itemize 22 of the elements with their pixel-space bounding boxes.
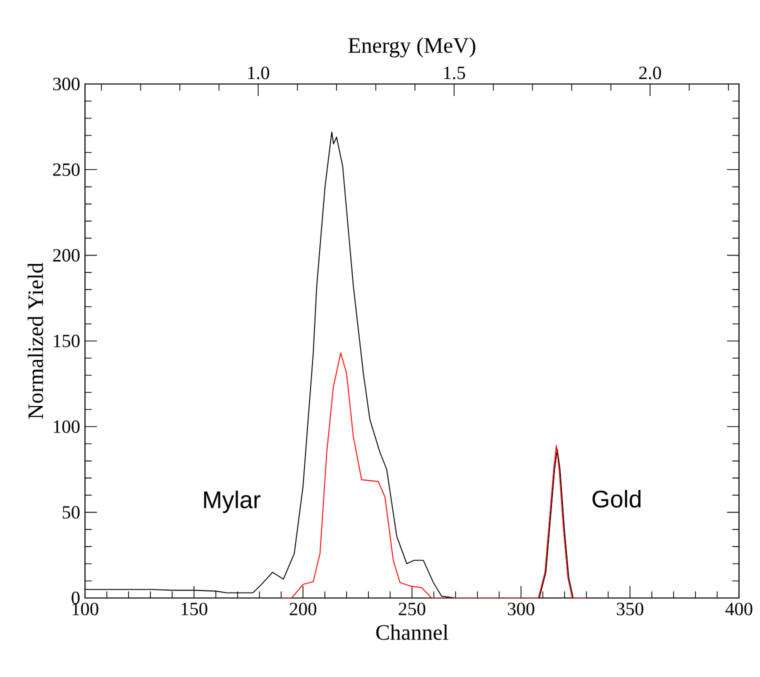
x-tick-label: 400 — [725, 602, 752, 616]
y-tick-label: 0 — [72, 592, 80, 604]
y-tick-label: 100 — [54, 420, 80, 433]
x2-tick-label: 2.0 — [639, 66, 661, 80]
y-tick-label: 250 — [53, 163, 80, 176]
annotation: Mylar — [204, 490, 260, 514]
y-axis-title: Normalized Yield — [28, 262, 44, 419]
y-tick-label: 200 — [53, 249, 80, 262]
x2-axis-title: Energy (MeV) — [348, 37, 476, 58]
x-tick-label: 100 — [72, 602, 98, 616]
x2-tick-label: 1.0 — [248, 66, 270, 80]
x-tick-label: 200 — [290, 602, 316, 616]
x-tick-label: 300 — [508, 602, 534, 616]
x2-tick-label: 1.5 — [444, 66, 466, 80]
x-axis-title: Channel — [376, 624, 448, 640]
x-tick-label: 350 — [616, 602, 644, 616]
y-tick-label: 300 — [53, 78, 80, 90]
x-tick-label: 250 — [398, 602, 426, 616]
x-tick-label: 150 — [182, 602, 208, 616]
y-tick-label: 50 — [62, 506, 80, 519]
annotation: Gold — [592, 490, 640, 508]
y-tick-label: 150 — [54, 334, 80, 348]
